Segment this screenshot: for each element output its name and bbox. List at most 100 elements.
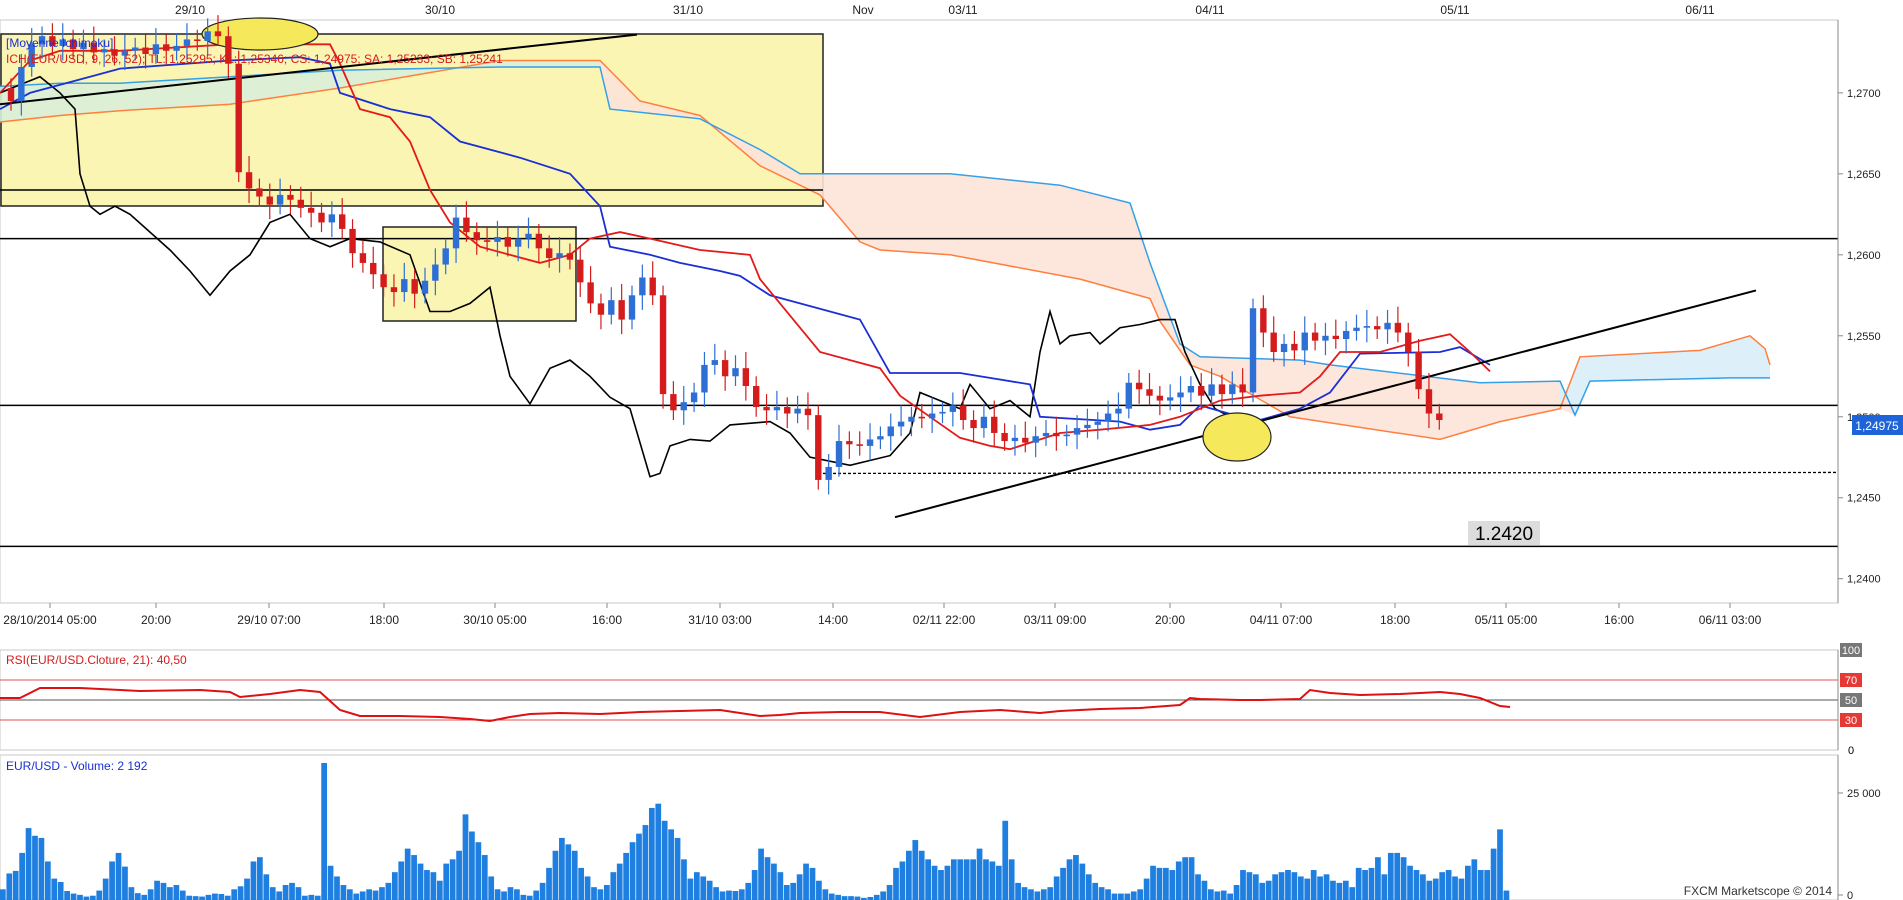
volume-bar — [141, 894, 148, 900]
main-legend: [Moyenne Ichimoku] — [6, 36, 113, 50]
volume-bar — [970, 859, 976, 900]
volume-bar — [584, 876, 591, 900]
candle-body — [452, 217, 460, 249]
volume-bar — [616, 863, 623, 900]
candle-body — [1208, 384, 1215, 396]
volume-bar — [1445, 870, 1452, 900]
volume-bar — [1490, 848, 1497, 900]
candle-body — [432, 264, 439, 281]
candle-body — [753, 385, 760, 408]
rsi-panel[interactable]: 100 70 50 30 0 RSI(EUR/USD.Cloture, 21): 40,… — [0, 643, 1862, 757]
volume-bar — [1323, 874, 1330, 900]
candle-body — [442, 248, 449, 265]
volume-bar — [1362, 870, 1368, 900]
dotted-level-line — [822, 471, 1839, 475]
volume-bar — [957, 859, 964, 900]
candle-body — [121, 50, 129, 56]
volume-bar — [1330, 880, 1336, 900]
volume-bar — [1143, 878, 1150, 900]
volume-bar — [462, 814, 469, 900]
volume-bar — [1130, 891, 1137, 900]
volume-bar — [1066, 859, 1073, 900]
candle-body — [349, 228, 356, 254]
volume-bar — [1291, 872, 1298, 900]
volume-bar — [257, 857, 263, 900]
candle-body — [980, 416, 988, 429]
candle-body — [1394, 322, 1402, 333]
candle-body — [401, 279, 408, 293]
volume-y-axis: 25 000 0 — [1837, 755, 1881, 900]
candle-body — [1198, 385, 1205, 396]
candle-body — [1342, 330, 1350, 340]
volume-bar — [719, 891, 726, 900]
horizontal-levels — [0, 189, 1839, 548]
candle-body — [804, 408, 812, 416]
volume-bar — [565, 844, 572, 900]
volume-bar — [443, 863, 450, 900]
top-date-label: 30/10 — [425, 3, 455, 17]
candle-body — [960, 405, 967, 421]
volume-bar — [796, 874, 803, 900]
volume-bar — [809, 867, 816, 900]
volume-bar — [771, 863, 777, 900]
volume-bar — [578, 867, 585, 900]
time-tick-label: 05/11 05:00 — [1475, 613, 1538, 627]
time-tick-label: 14:00 — [818, 613, 848, 627]
volume-bar — [334, 876, 340, 900]
volume-bar — [995, 865, 1002, 900]
time-tick-label: 20:00 — [141, 613, 171, 627]
volume-bar — [1002, 820, 1009, 900]
volume-bar — [989, 861, 996, 900]
rsi-level-label: 0 — [1848, 745, 1854, 757]
senkou-span-b-line — [0, 66, 1770, 417]
volume-bar — [1272, 874, 1278, 900]
rsi-level-badge — [1840, 743, 1862, 757]
candle-body — [680, 402, 687, 411]
volume-legend: EUR/USD - Volume: 2 192 — [6, 759, 148, 773]
price-tick-label: 1,2600 — [1847, 250, 1881, 262]
top-date-label: 04/11 — [1195, 3, 1224, 17]
volume-panel[interactable]: 25 000 0 EUR/USD - Volume: 2 192 FXCM Mar… — [0, 754, 1881, 900]
top-date-label: 29/10 — [175, 3, 205, 17]
ichimoku-legend: ICH(EUR/USD, 9, 26, 52); TL: 1,25295; KL… — [6, 52, 503, 66]
volume-bar — [745, 882, 752, 900]
candle-body — [1115, 408, 1122, 414]
candle-body — [1425, 389, 1433, 414]
volume-bar — [950, 859, 957, 900]
volume-bar — [353, 893, 360, 900]
volume-bar — [51, 878, 58, 900]
rsi-legend: RSI(EUR/USD.Cloture, 21): 40,50 — [6, 653, 187, 667]
volume-bar — [546, 867, 552, 900]
volume-bar — [713, 887, 719, 900]
volume-bar — [1015, 882, 1021, 900]
volume-bar — [1426, 880, 1433, 900]
volume-bar — [1195, 874, 1201, 900]
candle-body — [1322, 335, 1329, 341]
volume-bar — [488, 876, 495, 900]
volume-bar — [154, 880, 160, 900]
volume-bar — [1227, 893, 1234, 900]
candle-body — [597, 303, 605, 315]
candle-body — [225, 36, 232, 64]
candle-body — [1094, 421, 1101, 425]
volume-bar — [623, 852, 630, 900]
candle-body — [318, 212, 325, 223]
current-price-label: 1,24975 — [1855, 419, 1899, 433]
annotation-box-label: 1.2420 — [1475, 524, 1533, 545]
candle-body — [784, 407, 791, 414]
candle-body — [183, 39, 191, 46]
candle-body — [1063, 434, 1070, 437]
volume-bar — [501, 891, 507, 900]
candle-body — [815, 415, 822, 480]
volume-bar — [456, 850, 462, 900]
volume-bar — [976, 848, 983, 900]
volume-bar — [398, 861, 405, 900]
time-tick-label: 06/11 03:00 — [1699, 613, 1762, 627]
candle-body — [1032, 436, 1039, 443]
volume-bar — [314, 895, 321, 900]
volume-bar — [514, 889, 520, 900]
volume-bar — [1310, 870, 1317, 900]
candle-body — [918, 416, 925, 419]
price-panel[interactable]: 1,27001,26501,26001,25501,25001,24501,24… — [0, 15, 1903, 627]
